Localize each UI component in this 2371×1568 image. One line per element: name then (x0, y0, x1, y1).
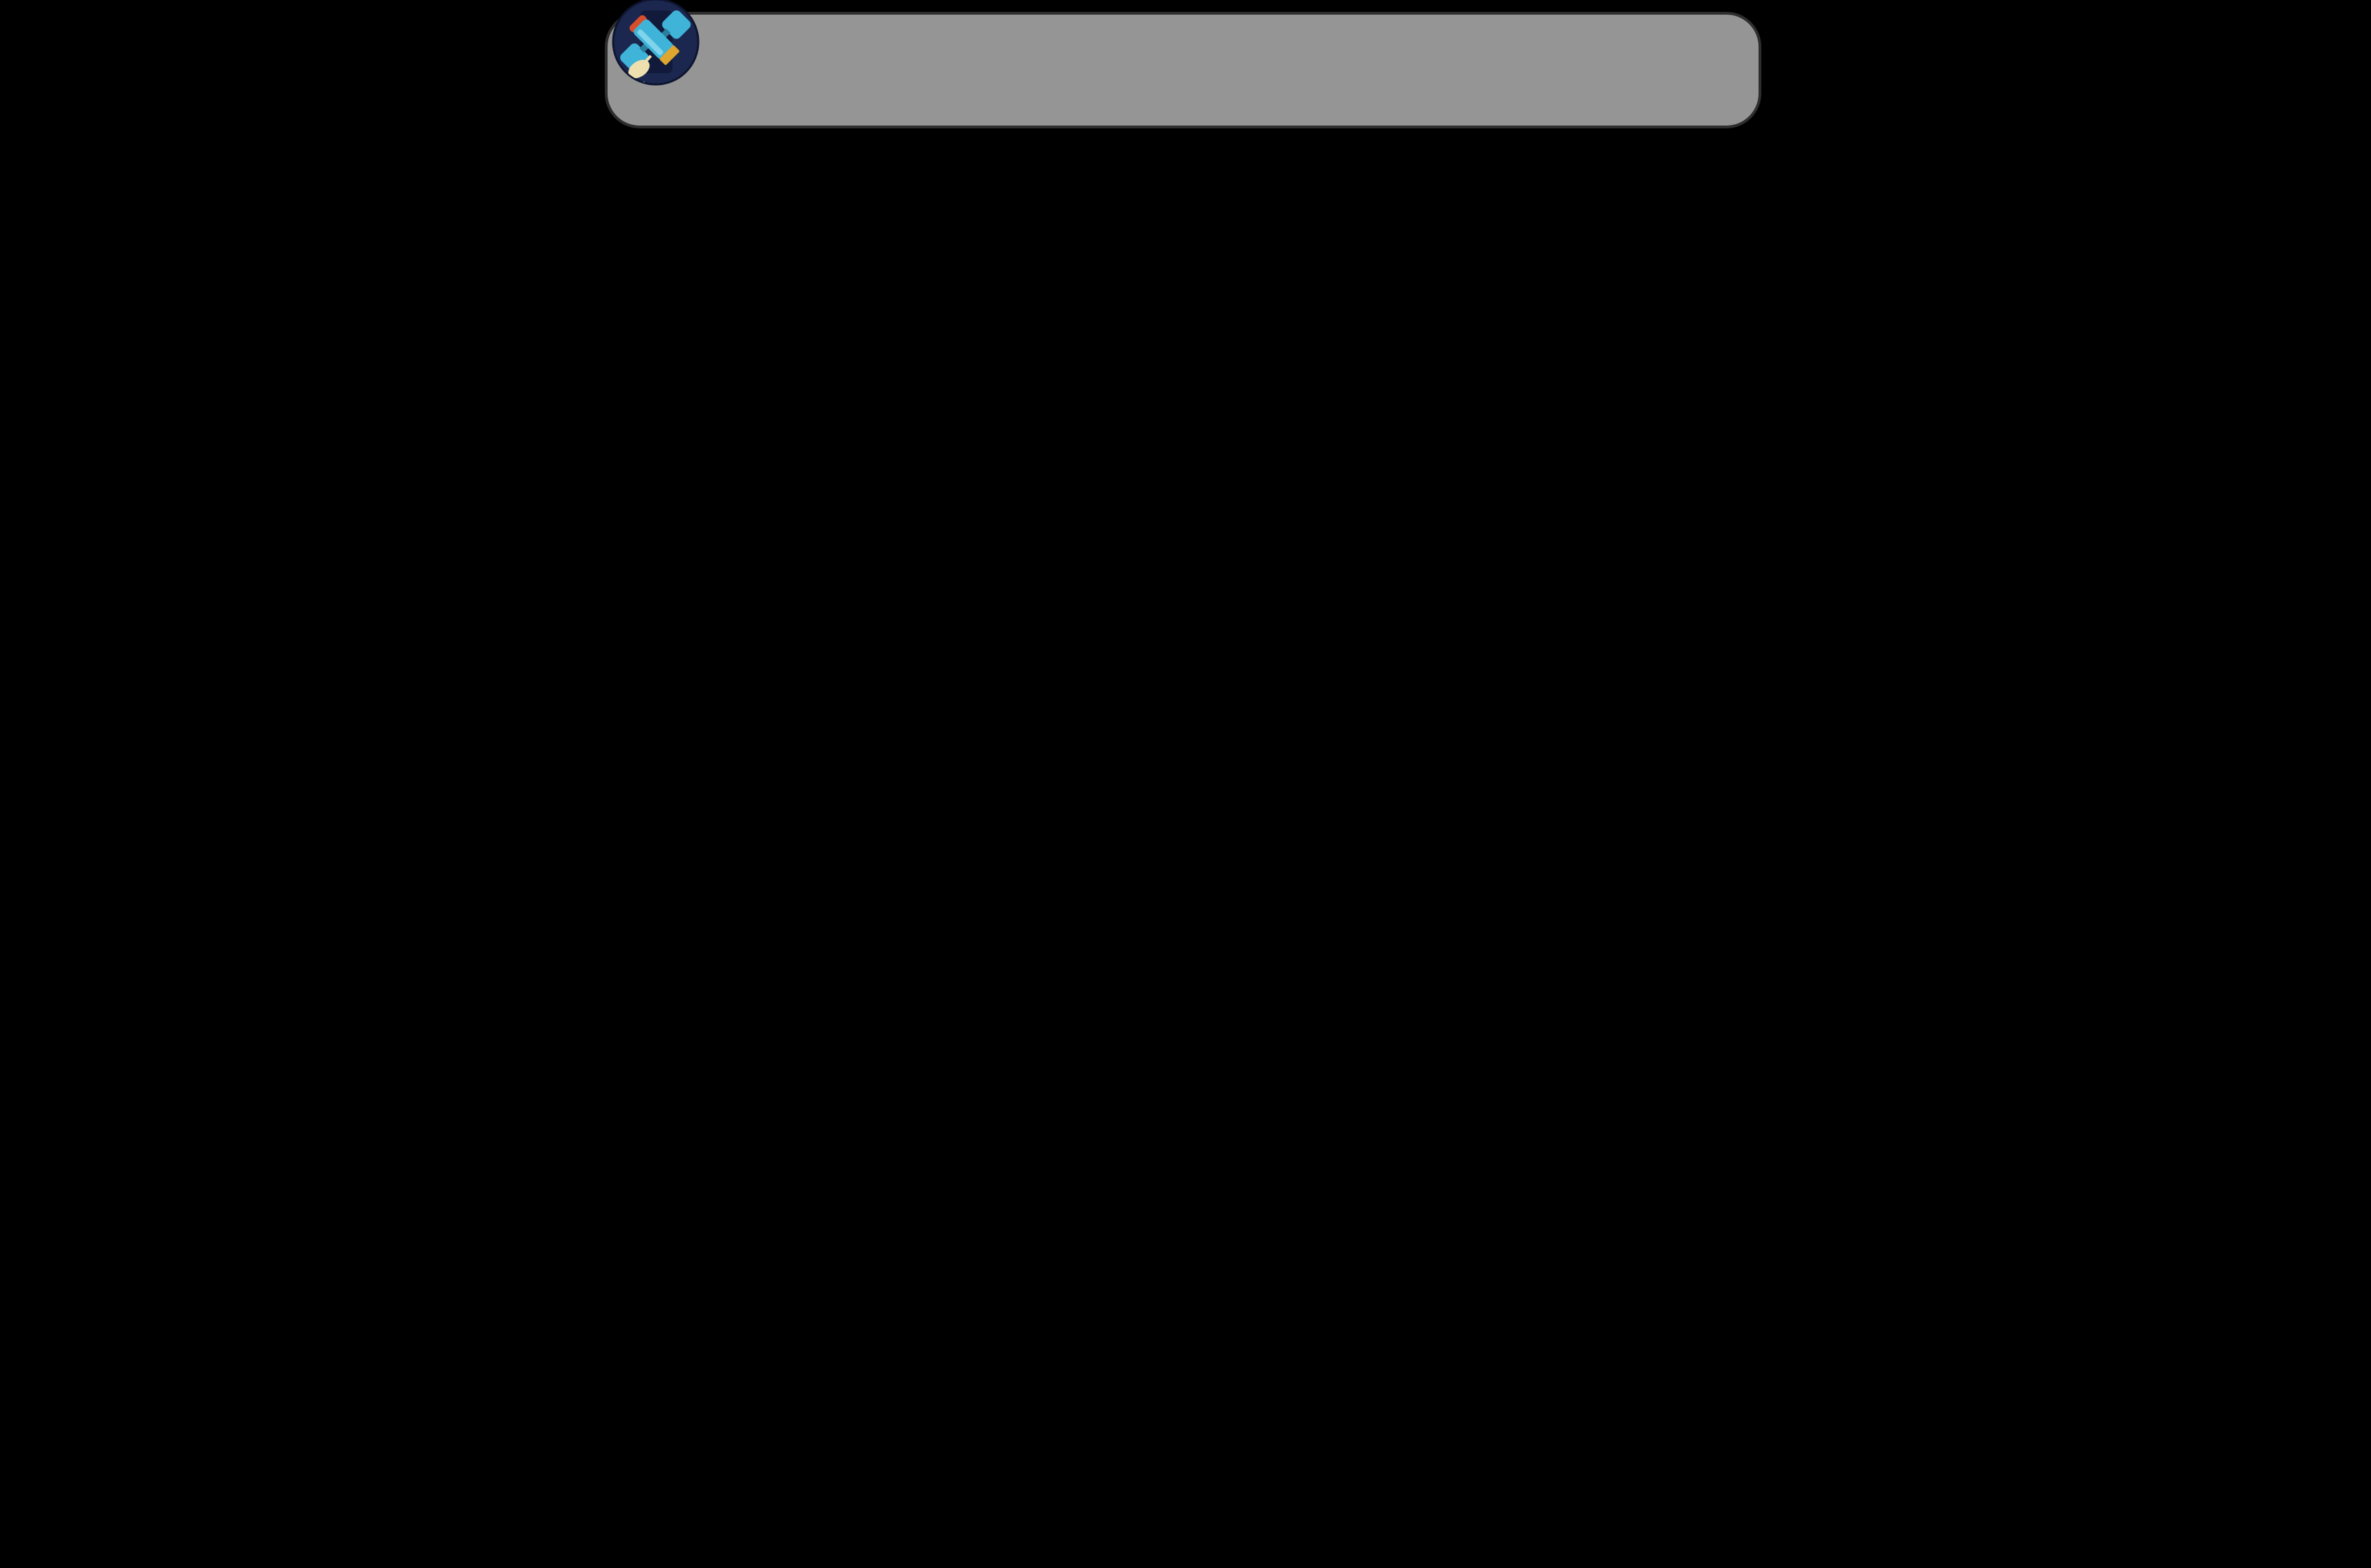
info-banner (605, 0, 1761, 128)
banner-pass-info (1232, 17, 1759, 124)
banner-antenna (705, 98, 1232, 124)
banner-url (705, 45, 1232, 71)
logo-dish-mast (643, 54, 652, 64)
raspinoaa-satellite-logo-icon (612, 0, 700, 86)
logo-dish-antenna (628, 59, 650, 79)
banner-satellite-datetime (1232, 45, 1759, 71)
banner-station-software-info (705, 17, 1232, 124)
banner-divider-dashes (705, 71, 1232, 98)
banner-software-version (705, 18, 1232, 45)
logo-satellite-body (620, 10, 691, 73)
banner-ground-station (1232, 18, 1759, 45)
banner-direction-gain (1232, 98, 1759, 124)
banner-elevations (1232, 71, 1759, 98)
